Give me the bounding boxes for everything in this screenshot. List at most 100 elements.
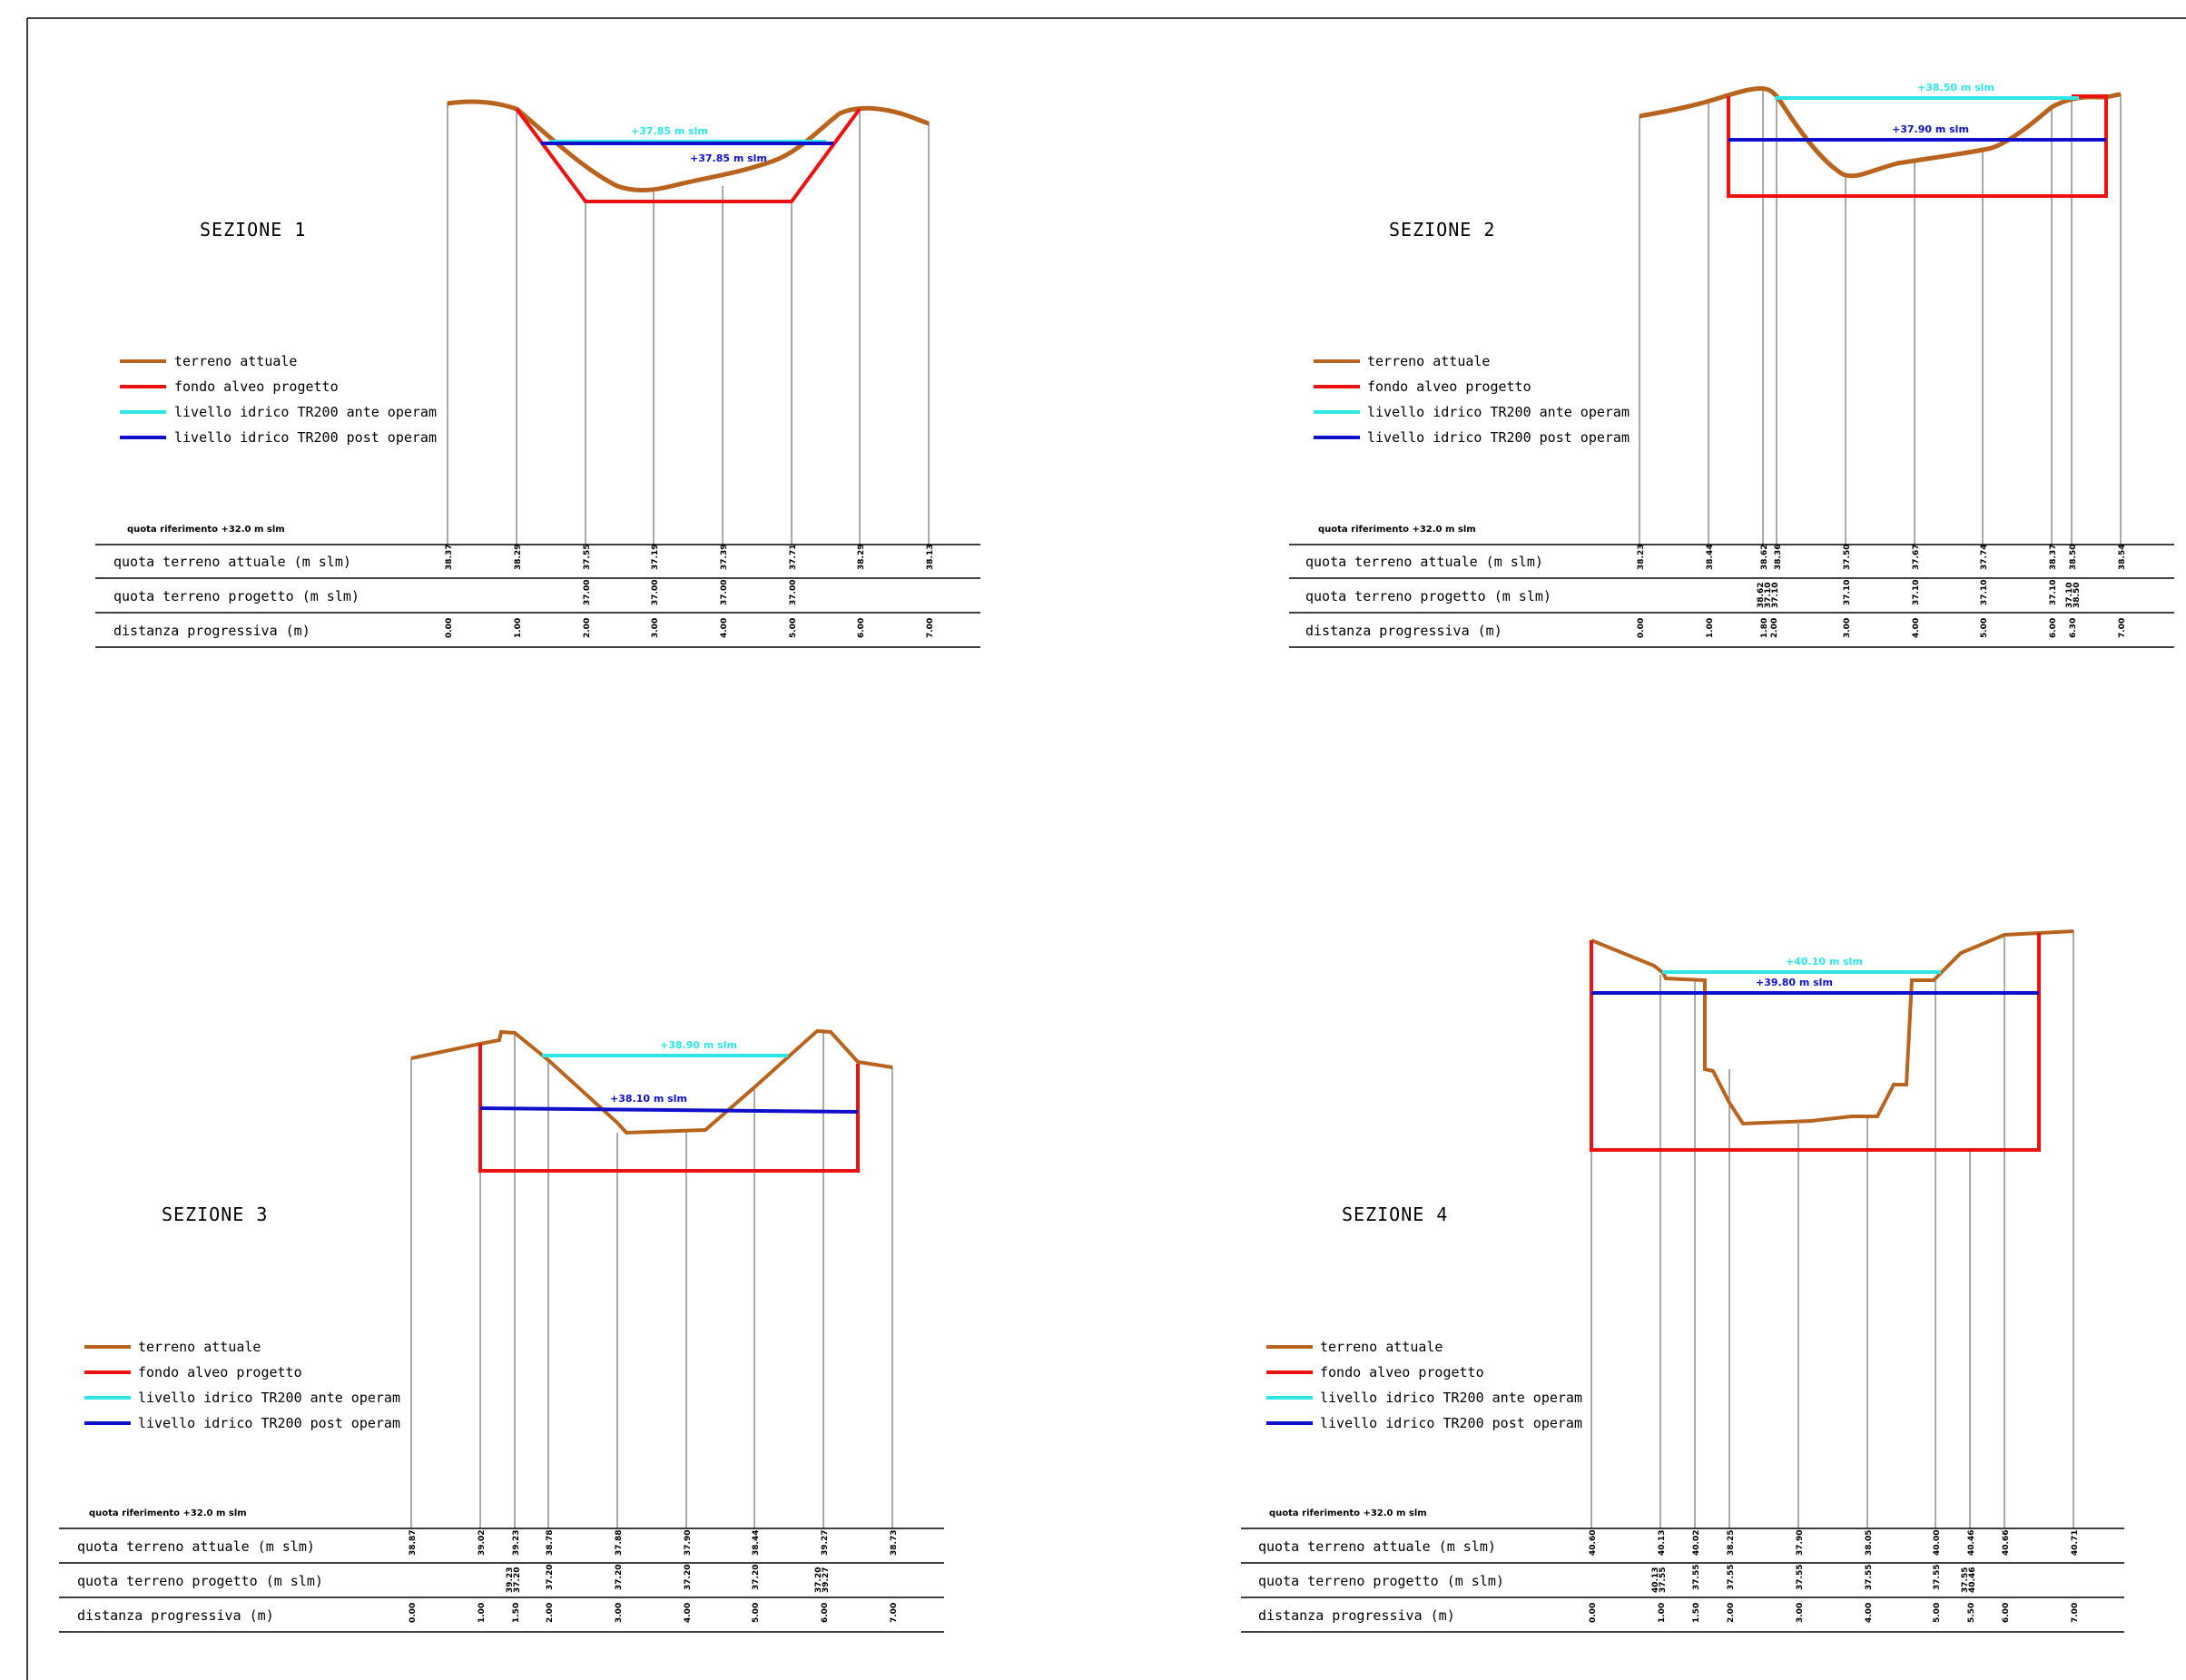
section-3-row-distanza: distanza progressiva (m) xyxy=(77,1607,274,1624)
section-1-terrain-line xyxy=(447,99,930,192)
legend-ante: livello idrico TR200 ante operam xyxy=(1320,1390,1582,1406)
s3-dist-7: 5.00 xyxy=(752,1603,761,1623)
s4-progetto-5: 37.55 xyxy=(1796,1565,1805,1590)
section-1-row-attuale: quota terreno attuale (m slm) xyxy=(113,554,351,570)
s3-dist-6: 4.00 xyxy=(684,1603,693,1623)
s4-progetto-2: 37.55 xyxy=(1659,1567,1668,1593)
s4-dist-11: 7.00 xyxy=(2071,1603,2080,1623)
section-4-ref-label: quota riferimento +32.0 m slm xyxy=(1269,1508,1427,1518)
section-4-title: SEZIONE 4 xyxy=(1342,1204,1448,1225)
s2-dist-4: 2.00 xyxy=(1770,618,1779,638)
legend-fondo: fondo alveo progetto xyxy=(174,378,339,395)
s3-attuale-0: 38.87 xyxy=(409,1530,418,1556)
legend-fondo: fondo alveo progetto xyxy=(1367,378,1531,395)
s2-attuale-8: 38.37 xyxy=(2049,545,2058,570)
s3-attuale-7: 38.44 xyxy=(752,1530,761,1556)
section-1-row-distanza: distanza progressiva (m) xyxy=(113,623,310,639)
s2-progetto-4: 37.10 xyxy=(1771,583,1780,608)
s3-progetto-6: 37.20 xyxy=(684,1565,693,1590)
s1-attuale-0: 38.37 xyxy=(445,545,454,570)
section-3: SEZIONE 3 +38.90 m slm +38.10 m slm terr… xyxy=(59,1028,944,1633)
s1-progetto-3: 37.00 xyxy=(651,580,660,605)
section-2-values: 38.23 38.44 38.62 38.36 37.50 37.67 37.7… xyxy=(1637,545,2127,638)
s3-attuale-10: 38.73 xyxy=(890,1530,899,1556)
section-3-row-progetto: quota terreno progetto (m slm) xyxy=(77,1573,323,1589)
s2-attuale-6: 37.67 xyxy=(1912,545,1921,570)
section-2-row-progetto: quota terreno progetto (m slm) xyxy=(1305,588,1551,604)
section-1-row-progetto: quota terreno progetto (m slm) xyxy=(113,588,359,604)
s3-dist-8: 6.00 xyxy=(821,1603,830,1623)
section-3-post-level xyxy=(479,1106,859,1114)
legend-terreno: terreno attuale xyxy=(1320,1339,1443,1355)
section-4-project-bed xyxy=(1590,933,2041,1152)
s3-progetto-4: 37.20 xyxy=(546,1565,555,1590)
section-2-ref-label: quota riferimento +32.0 m slm xyxy=(1318,525,1476,535)
s3-dist-1: 1.00 xyxy=(478,1603,487,1623)
s4-dist-5: 3.00 xyxy=(1796,1603,1805,1623)
section-1-title: SEZIONE 1 xyxy=(200,219,306,241)
s3-attuale-1: 39.02 xyxy=(478,1530,487,1556)
s2-dist-9: 6.30 xyxy=(2069,618,2078,638)
s1-dist-5: 5.00 xyxy=(789,618,798,638)
s4-attuale-5: 37.90 xyxy=(1796,1530,1805,1556)
section-2-verticals xyxy=(1639,89,2122,545)
s3-attuale-2: 39.23 xyxy=(512,1530,521,1556)
s4-progetto-3: 37.55 xyxy=(1692,1565,1701,1590)
s2-attuale-4: 38.36 xyxy=(1774,545,1783,570)
s4-progetto-6: 37.55 xyxy=(1865,1565,1874,1590)
s2-dist-5: 3.00 xyxy=(1843,618,1852,638)
s2-progetto-2: 38.62 xyxy=(1757,583,1766,608)
s3-dist-5: 3.00 xyxy=(615,1603,624,1623)
s1-attuale-4: 37.39 xyxy=(720,545,729,570)
s3-attuale-6: 37.90 xyxy=(684,1530,693,1556)
s4-attuale-0: 40.60 xyxy=(1589,1530,1598,1556)
s1-attuale-1: 38.29 xyxy=(514,545,523,570)
s3-progetto-2: 39.23 xyxy=(506,1567,515,1593)
s1-dist-2: 2.00 xyxy=(583,618,592,638)
s3-attuale-8: 39.27 xyxy=(821,1530,830,1556)
s2-attuale-0: 38.23 xyxy=(1637,545,1646,570)
s4-attuale-11: 40.71 xyxy=(2071,1530,2080,1556)
legend-ante: livello idrico TR200 ante operam xyxy=(174,404,437,420)
section-4-row-distanza: distanza progressiva (m) xyxy=(1258,1607,1455,1624)
section-2-legend: terreno attuale fondo alveo progetto liv… xyxy=(1314,353,1630,446)
s2-attuale-2: 38.62 xyxy=(1760,545,1769,570)
s4-progetto-1: 40.13 xyxy=(1651,1567,1660,1593)
s3-progetto-7: 37.20 xyxy=(752,1565,761,1590)
section-4-post-label: +39.80 m slm xyxy=(1756,977,1833,988)
s2-progetto-5: 37.10 xyxy=(1843,580,1852,605)
s4-progetto-9: 40.46 xyxy=(1968,1567,1977,1593)
s4-dist-4: 2.00 xyxy=(1727,1603,1736,1623)
s1-dist-1: 1.00 xyxy=(514,618,523,638)
s1-attuale-2: 37.55 xyxy=(583,545,592,570)
s1-progetto-4: 37.00 xyxy=(720,580,729,605)
s4-attuale-4: 38.25 xyxy=(1727,1530,1736,1556)
section-3-terrain-line xyxy=(410,1028,893,1135)
section-3-ante-label: +38.90 m slm xyxy=(660,1039,737,1051)
s3-dist-0: 0.00 xyxy=(409,1603,418,1623)
s3-progetto-3: 37.20 xyxy=(513,1567,522,1593)
section-1-project-bed xyxy=(515,107,862,203)
s2-dist-6: 4.00 xyxy=(1912,618,1921,638)
section-1-ref-label: quota riferimento +32.0 m slm xyxy=(127,525,285,535)
s4-attuale-1: 40.13 xyxy=(1658,1530,1667,1556)
s4-progetto-4: 37.55 xyxy=(1727,1565,1736,1590)
s2-attuale-5: 37.50 xyxy=(1843,545,1852,570)
s4-dist-7: 5.00 xyxy=(1933,1603,1942,1623)
s3-attuale-4: 38.78 xyxy=(546,1530,555,1556)
legend-post: livello idrico TR200 post operam xyxy=(1367,429,1630,446)
legend-ante: livello idrico TR200 ante operam xyxy=(1367,404,1630,420)
s1-progetto-5: 37.00 xyxy=(789,580,798,605)
s4-attuale-7: 40.00 xyxy=(1933,1530,1942,1556)
s4-dist-0: 0.00 xyxy=(1589,1603,1598,1623)
legend-terreno: terreno attuale xyxy=(1367,353,1490,369)
section-2-project-bed xyxy=(1727,94,2108,198)
s2-dist-0: 0.00 xyxy=(1637,618,1646,638)
section-3-ref-label: quota riferimento +32.0 m slm xyxy=(89,1508,247,1518)
s1-dist-0: 0.00 xyxy=(445,618,454,638)
section-1-post-label: +37.85 m slm xyxy=(690,152,767,164)
s2-progetto-7: 37.10 xyxy=(1980,580,1989,605)
section-3-project-bed xyxy=(478,1044,860,1173)
section-1-verticals xyxy=(447,102,930,545)
